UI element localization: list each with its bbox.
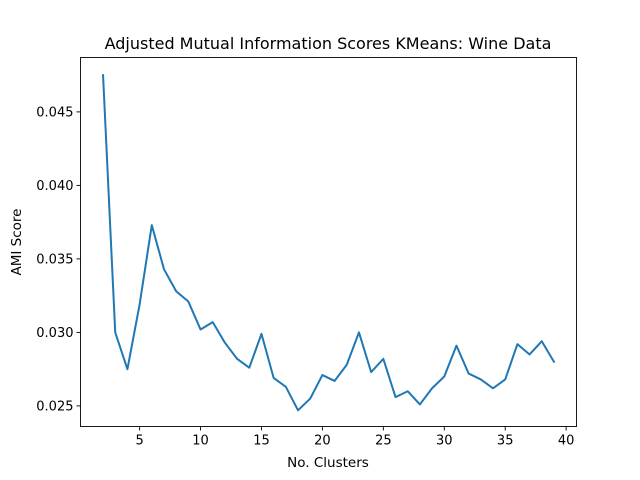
x-tick-label: 5 (135, 434, 143, 449)
x-tick-label: 30 (436, 434, 453, 449)
x-tick-label: 20 (314, 434, 331, 449)
x-tick-label: 35 (497, 434, 514, 449)
x-tick-label: 10 (192, 434, 209, 449)
x-axis: 5 10 15 20 25 30 35 40 (135, 426, 575, 449)
y-tick-label: 0.025 (36, 399, 73, 414)
y-tick-label: 0.045 (36, 105, 73, 120)
chart-title: Adjusted Mutual Information Scores KMean… (105, 34, 552, 53)
y-axis: 0.025 0.030 0.035 0.040 0.045 (36, 105, 81, 414)
y-tick-label: 0.030 (36, 326, 73, 341)
series-line (102, 74, 556, 412)
x-tick-label: 25 (375, 434, 392, 449)
y-tick-label: 0.035 (36, 252, 73, 267)
x-axis-label: No. Clusters (287, 455, 369, 471)
x-tick-label: 15 (253, 434, 270, 449)
plot-lines (102, 74, 556, 412)
x-tick-label: 40 (558, 434, 575, 449)
y-axis-label: AMI Score (9, 209, 25, 276)
y-tick-label: 0.040 (36, 179, 73, 194)
plot-frame (80, 57, 577, 427)
